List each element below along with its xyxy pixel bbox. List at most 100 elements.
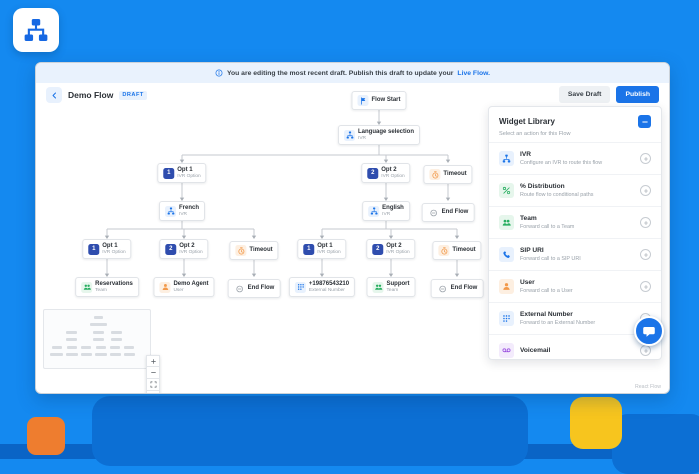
flow-node-opt2[interactable]: 2 Opt 2 IVR Option <box>159 239 209 260</box>
zoom-out-button[interactable] <box>146 367 160 379</box>
draft-banner: You are editing the most recent draft. P… <box>36 63 669 83</box>
plus-icon <box>643 252 649 258</box>
widget-item-user[interactable]: User Forward call to a User <box>489 270 661 302</box>
user-icon <box>499 279 514 294</box>
flow-node-reservations[interactable]: Reservations Team <box>75 277 139 298</box>
flow-node-end-flow[interactable]: End Flow <box>421 203 475 222</box>
flow-node-opt1[interactable]: 1 Opt 1 IVR Option <box>297 239 347 260</box>
plus-icon <box>643 188 649 194</box>
widget-item-team[interactable]: Team Forward call to a Team <box>489 206 661 238</box>
keypad-icon <box>294 281 306 293</box>
option-number-icon: 1 <box>303 243 315 255</box>
ivr-icon <box>499 151 514 166</box>
flow-node-opt2[interactable]: 2 Opt 2 IVR Option <box>361 163 411 184</box>
widget-library-list: IVR Configure an IVR to route this flow %… <box>489 142 661 359</box>
widget-item-sip-uri[interactable]: SIP URI Forward call to a SIP URI <box>489 238 661 270</box>
flow-node-demo-agent[interactable]: Demo Agent User <box>153 277 215 298</box>
live-flow-link[interactable]: Live Flow. <box>457 69 491 77</box>
flow-node-opt1[interactable]: 1 Opt 1 IVR Option <box>157 163 207 184</box>
minus-icon <box>150 369 157 376</box>
minus-icon <box>641 118 649 126</box>
widget-item-ivr[interactable]: IVR Configure an IVR to route this flow <box>489 142 661 174</box>
plus-icon <box>643 156 649 162</box>
chevron-left-icon <box>50 91 59 100</box>
flow-title: Demo Flow <box>68 90 114 100</box>
flow-node-opt1[interactable]: 1 Opt 1 IVR Option <box>82 239 132 260</box>
add-widget-button[interactable] <box>640 153 651 164</box>
flow-node-external-number[interactable]: +19876543210 External Number <box>288 277 356 298</box>
timeout-icon <box>429 169 441 180</box>
team-icon <box>372 281 384 293</box>
fit-view-button[interactable] <box>146 379 160 391</box>
end-flow-icon <box>437 283 448 294</box>
plus-icon <box>643 284 649 290</box>
team-icon <box>499 215 514 230</box>
flow-node-timeout[interactable]: Timeout <box>423 165 473 184</box>
header-actions: Save Draft Publish <box>558 86 659 103</box>
add-widget-button[interactable] <box>640 185 651 196</box>
widget-library-panel: Widget Library Select an action for this… <box>488 106 662 360</box>
flow-node-opt2[interactable]: 2 Opt 2 IVR Option <box>366 239 416 260</box>
widget-library-title: Widget Library <box>499 117 555 126</box>
add-widget-button[interactable] <box>640 345 651 356</box>
app-logo <box>13 8 59 52</box>
flow-node-french[interactable]: French IVR <box>158 201 206 222</box>
react-flow-attribution: React Flow <box>635 384 661 390</box>
minimap-preview <box>50 316 135 356</box>
plus-icon <box>150 358 157 365</box>
decor-yellow-square <box>570 397 622 449</box>
plus-icon <box>643 348 649 354</box>
fit-view-icon <box>150 381 157 388</box>
decor-rect-center <box>92 396 528 466</box>
user-icon <box>159 281 171 293</box>
timeout-icon <box>438 245 450 256</box>
collapse-library-button[interactable] <box>638 115 651 128</box>
timeout-icon <box>235 245 247 256</box>
option-number-icon: 1 <box>88 243 100 255</box>
option-number-icon: 1 <box>163 167 175 179</box>
percent-icon <box>499 183 514 198</box>
save-draft-button[interactable]: Save Draft <box>558 86 611 103</box>
decor-orange-square <box>27 417 65 455</box>
zoom-in-button[interactable] <box>146 355 160 367</box>
end-flow-icon <box>234 283 245 294</box>
end-flow-icon <box>428 207 439 218</box>
flow-node-end-flow[interactable]: End Flow <box>430 279 484 298</box>
flow-node-timeout[interactable]: Timeout <box>229 241 279 260</box>
add-widget-button[interactable] <box>640 217 651 228</box>
publish-button[interactable]: Publish <box>616 86 659 103</box>
ivr-icon <box>343 129 355 141</box>
flow-builder-window: Flow Start Language selection IVR 1 Opt 1… <box>35 62 670 394</box>
flow-header: Demo Flow DRAFT <box>46 87 147 103</box>
flow-node-support[interactable]: Support Team <box>366 277 416 298</box>
decor-rect-right <box>612 414 699 474</box>
widget-item-distribution[interactable]: % Distribution Route flow to conditional … <box>489 174 661 206</box>
flow-node-flow-start[interactable]: Flow Start <box>351 91 407 110</box>
keypad-icon <box>499 311 514 326</box>
info-icon <box>215 69 223 77</box>
voicemail-icon <box>499 343 514 358</box>
add-widget-button[interactable] <box>640 281 651 292</box>
minimap[interactable] <box>43 309 151 369</box>
team-icon <box>81 281 93 293</box>
lock-button[interactable] <box>146 391 160 394</box>
flag-icon <box>357 95 369 106</box>
add-widget-button[interactable] <box>640 249 651 260</box>
ivr-icon <box>368 205 380 217</box>
canvas-controls <box>146 355 160 394</box>
flow-node-end-flow[interactable]: End Flow <box>227 279 281 298</box>
back-button[interactable] <box>46 87 62 103</box>
option-number-icon: 2 <box>165 243 177 255</box>
draft-badge: DRAFT <box>119 90 147 100</box>
option-number-icon: 2 <box>372 243 384 255</box>
lock-icon <box>150 393 157 394</box>
flow-node-language-selection[interactable]: Language selection IVR <box>337 125 421 146</box>
flow-node-timeout[interactable]: Timeout <box>432 241 482 260</box>
flow-node-english[interactable]: English IVR <box>362 201 410 222</box>
chat-widget-button[interactable] <box>634 316 664 346</box>
ivr-icon <box>164 205 176 217</box>
sitemap-icon <box>23 17 49 43</box>
widget-library-header: Widget Library Select an action for this… <box>489 107 661 142</box>
widget-item-voicemail[interactable]: Voicemail <box>489 334 661 359</box>
banner-text: You are editing the most recent draft. P… <box>226 69 454 77</box>
